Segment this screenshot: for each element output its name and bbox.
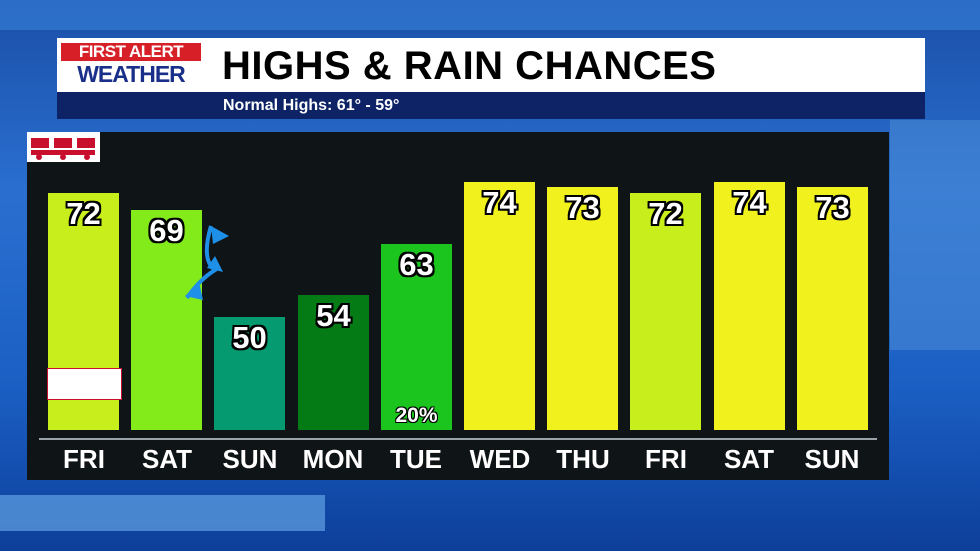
normal-highs-text: Normal Highs: 61° - 59°	[223, 97, 400, 114]
subtitle-bar: Normal Highs: 61° - 59°	[57, 92, 925, 119]
bar-3: 54	[298, 295, 369, 430]
day-label: SAT	[141, 444, 193, 474]
bar-value-label: 73	[565, 190, 600, 225]
chart-panel: 72 FRI 69 SAT 50 SUN 54 MON 63 20% TUE 74 WED 73 THU 72…	[27, 132, 889, 480]
bar-7: 72	[630, 193, 701, 430]
bar-value-label: 73	[815, 190, 850, 225]
day-label: FRI	[645, 444, 687, 474]
day-label: MON	[302, 444, 364, 474]
bar-value-label: 72	[648, 196, 683, 231]
bar-2: 50	[214, 317, 285, 430]
bar-6: 73	[547, 187, 618, 430]
day-label: FRI	[63, 444, 105, 474]
first-alert-weather-logo: FIRST ALERT WEATHER	[61, 43, 201, 87]
day-label: SUN	[222, 444, 278, 474]
bar-value-label: 74	[732, 185, 767, 220]
bar-value-label: 63	[399, 247, 434, 282]
day-label: WED	[469, 444, 531, 474]
x-axis-line	[39, 438, 877, 440]
bar-4: 63 20%	[381, 244, 452, 430]
bar-5: 74	[464, 182, 535, 430]
bar-value-label: 50	[232, 320, 267, 355]
title-banner: FIRST ALERT WEATHER HIGHS & RAIN CHANCES	[57, 38, 925, 92]
bar-9: 73	[797, 187, 868, 430]
day-label: TUE	[390, 444, 442, 474]
bar-value-label: 69	[149, 213, 184, 248]
bar-value-label: 74	[482, 185, 517, 220]
rain-chance-label: 20%	[395, 404, 438, 427]
day-label: THU	[556, 444, 610, 474]
day-label: SUN	[804, 444, 860, 474]
logo-weather: WEATHER	[77, 61, 186, 87]
logo-first-alert: FIRST ALERT	[61, 43, 201, 61]
background-panel	[890, 120, 980, 350]
bar-value-label: 54	[316, 298, 351, 333]
page-title: HIGHS & RAIN CHANCES	[222, 44, 717, 88]
background-glow	[0, 0, 980, 30]
day-label: SAT	[723, 444, 775, 474]
bar-1: 69	[131, 210, 202, 430]
bar-value-label: 72	[66, 196, 101, 231]
bar-8: 74	[714, 182, 785, 430]
toys-for-tots-logo	[47, 368, 122, 400]
cold-front-icon	[185, 225, 229, 300]
background-panel	[0, 495, 325, 531]
